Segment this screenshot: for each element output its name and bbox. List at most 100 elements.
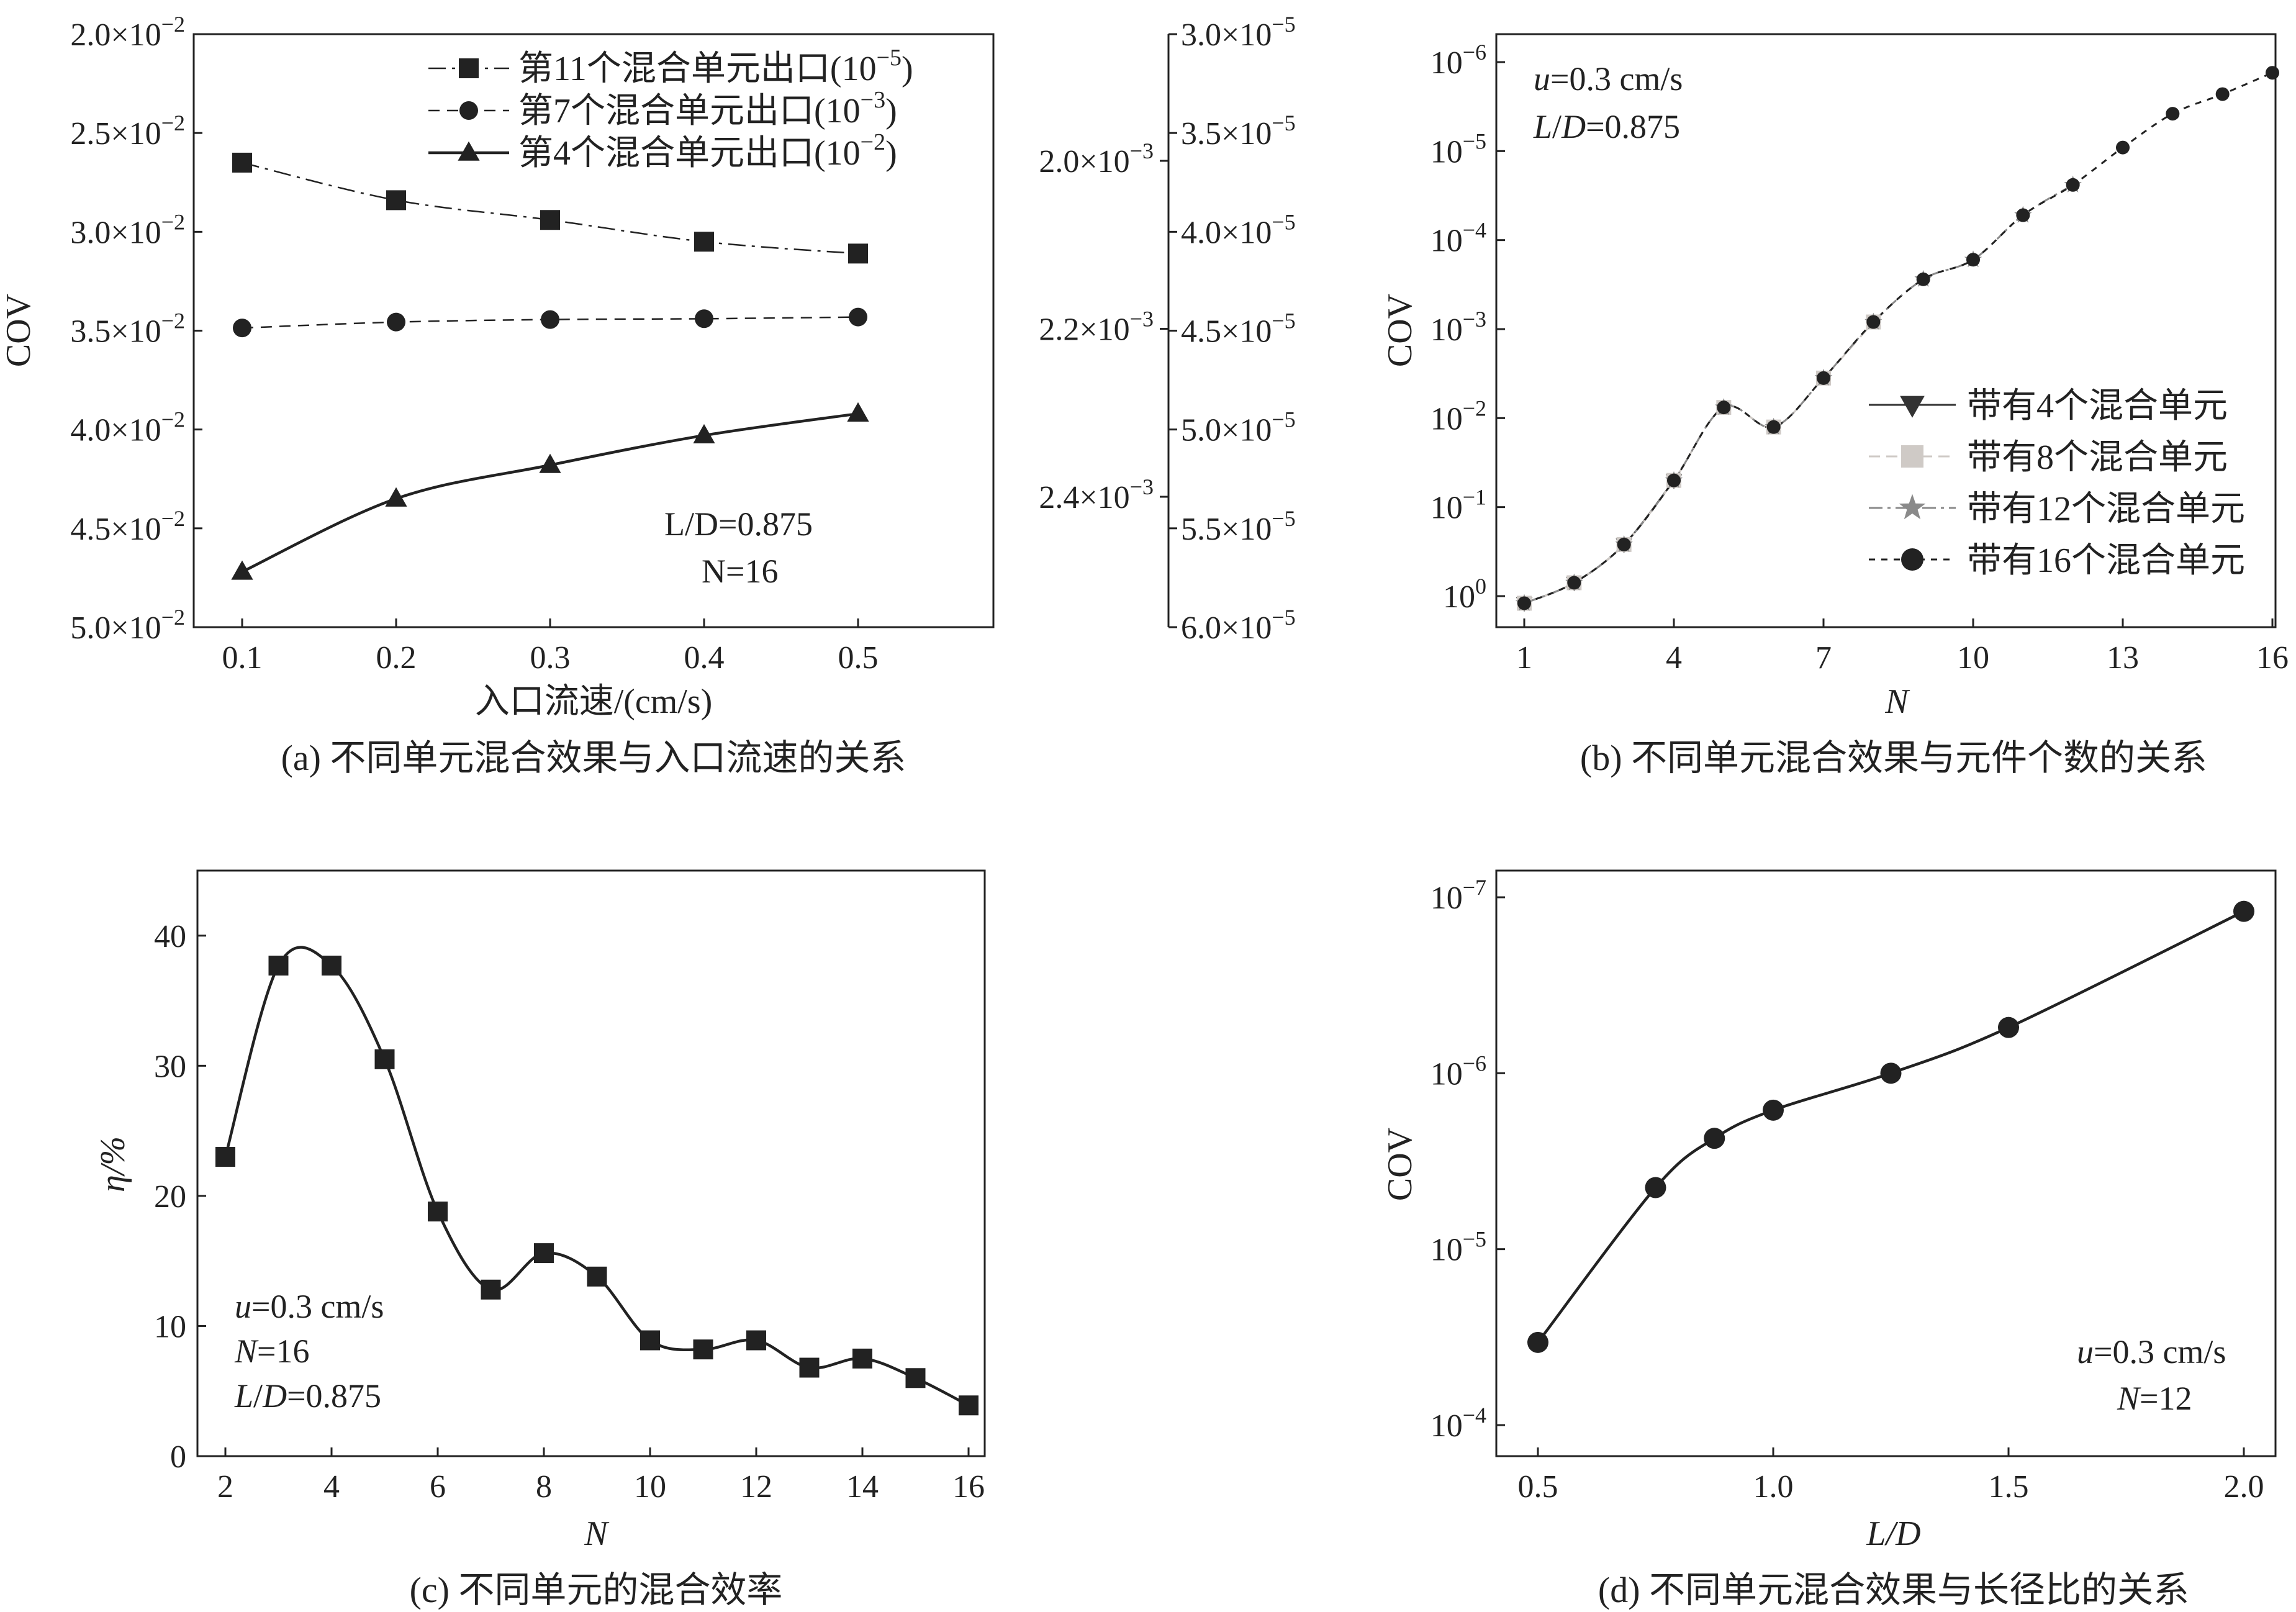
panel-c-y-tick-label: 10 bbox=[154, 1309, 186, 1344]
panel-a-data-point bbox=[541, 310, 559, 329]
panel-d: 0.5 1.0 1.5 2.010−710−610−510−4 u=0.3 cm/s … bbox=[1381, 869, 2277, 1610]
panel-b-data-point bbox=[1667, 473, 1681, 487]
panel-a-right-tick-label: 3.5×10−5 bbox=[1181, 111, 1296, 152]
panel-b-data-point bbox=[2066, 178, 2080, 192]
panel-b-y-tick-label: 10−6 bbox=[1430, 40, 1486, 81]
panel-d-data-point bbox=[1763, 1099, 1784, 1121]
panel-b-data-point bbox=[1717, 401, 1731, 415]
panel-a-x-tick-label: 0.4 bbox=[684, 640, 725, 676]
panel-b-legend-marker bbox=[1901, 548, 1923, 571]
panel-c-data-point bbox=[905, 1368, 926, 1388]
panel-b-data-point bbox=[1766, 420, 1781, 434]
panel-b-xlabel: N bbox=[1884, 682, 1910, 721]
panel-a-legend: 第11个混合单元出口(10−5)第7个混合单元出口(10−3)第4个混合单元出口… bbox=[428, 45, 913, 173]
panel-d-caption: (d) 不同单元混合效果与长径比的关系 bbox=[1598, 1570, 2189, 1610]
panel-a-data-point bbox=[694, 232, 714, 252]
panel-b-x-tick-label: 13 bbox=[2107, 640, 2139, 676]
panel-d-ylabel: COV bbox=[1381, 1128, 1419, 1201]
panel-a-left-tick-label: 4.0×10−2 bbox=[70, 407, 185, 448]
panel-c-data-point bbox=[799, 1357, 820, 1378]
panel-b-y-tick-label: 10−5 bbox=[1430, 129, 1486, 170]
panel-a-x-tick-label: 0.2 bbox=[376, 640, 417, 676]
panel-c-data-point bbox=[587, 1266, 607, 1287]
panel-a-x-tick-label: 0.5 bbox=[838, 640, 879, 676]
panel-c-data-point bbox=[959, 1395, 979, 1416]
panel-a-left-tick-label: 2.5×10−2 bbox=[70, 111, 185, 152]
panel-c-x-tick-label: 16 bbox=[952, 1469, 985, 1505]
panel-c-data-point bbox=[374, 1049, 395, 1069]
panel-a-data-point bbox=[849, 307, 867, 327]
panel-b-u-note: u=0.3 cm/s bbox=[1534, 60, 1683, 97]
panel-c-y-tick-label: 0 bbox=[170, 1439, 186, 1475]
panel-d-x-tick-label: 1.5 bbox=[1989, 1469, 2029, 1505]
panel-b-y-tick-label: 10−1 bbox=[1430, 485, 1486, 526]
panel-a-legend-marker bbox=[459, 58, 479, 78]
panel-a-legend-marker bbox=[458, 141, 480, 161]
panel-b-y-tick-label: 10−4 bbox=[1430, 218, 1486, 259]
panel-c-x-tick-label: 14 bbox=[846, 1469, 879, 1505]
panel-b-caption: (b) 不同单元混合效果与元件个数的关系 bbox=[1580, 738, 2207, 778]
panel-a-legend-label: 第11个混合单元出口(10−5) bbox=[518, 45, 913, 88]
panel-a-legend-marker bbox=[459, 101, 478, 120]
panel-c-x-tick-label: 10 bbox=[634, 1469, 666, 1505]
panel-a-series-line-3 bbox=[242, 412, 859, 573]
panel-a-series-line-1 bbox=[242, 161, 859, 255]
panel-c-data-point bbox=[693, 1339, 713, 1360]
panel-a-data-point bbox=[386, 190, 406, 211]
panel-c-caption: (c) 不同单元的混合效率 bbox=[410, 1570, 783, 1610]
panel-d-y-tick-label: 10−5 bbox=[1430, 1227, 1486, 1268]
panel-c-y-tick-label: 20 bbox=[154, 1179, 186, 1215]
panel-b-data-point bbox=[2016, 208, 2030, 222]
panel-b-legend-marker bbox=[1899, 494, 1926, 520]
panel-c-data-point bbox=[268, 955, 289, 976]
panel-d-data-point bbox=[1645, 1177, 1666, 1198]
panel-c: 2 4 6 8 10 12 14 16 0 10 20 30 40 u=0.3 cm/s N=16 L/… bbox=[94, 869, 986, 1610]
panel-a-data-point bbox=[847, 402, 869, 422]
panel-b-series-line-1 bbox=[1524, 479, 1675, 604]
panel-a-right-tick-label: 4.5×10−5 bbox=[1181, 309, 1296, 350]
panel-d-data-point bbox=[1704, 1128, 1725, 1149]
panel-a-mid-tick-label: 2.0×10−3 bbox=[1039, 138, 1154, 179]
panel-d-u-note: u=0.3 cm/s bbox=[2077, 1333, 2226, 1370]
panel-b-ylabel: COV bbox=[1381, 294, 1419, 367]
panel-c-n-note: N=16 bbox=[234, 1333, 310, 1370]
panel-a-right-tick-label: 5.5×10−5 bbox=[1181, 506, 1296, 547]
panel-a-data-point bbox=[385, 487, 407, 507]
panel-b-plot-frame bbox=[1495, 33, 2277, 628]
panel-b-data-point bbox=[1567, 576, 1581, 590]
panel-b-data-point bbox=[2266, 66, 2279, 80]
panel-b-legend-marker bbox=[1900, 396, 1925, 418]
panel-a-x-tick-label: 0.1 bbox=[222, 640, 263, 676]
panel-c-y-tick-label: 30 bbox=[154, 1049, 186, 1084]
panel-c-x-tick-label: 8 bbox=[536, 1469, 552, 1505]
panel-a-data-point bbox=[695, 309, 713, 328]
panel-c-data-point bbox=[852, 1348, 872, 1369]
panel-b-x-tick-label: 1 bbox=[1516, 640, 1532, 676]
panel-b-data-point bbox=[1617, 537, 1631, 551]
panel-b-legend-label: 带有12个混合单元 bbox=[1967, 490, 2245, 528]
panel-c-x-tick-label: 6 bbox=[430, 1469, 446, 1505]
panel-b-ld-note: L/D=0.875 bbox=[1533, 108, 1680, 145]
panel-a-mid-tick-label: 2.2×10−3 bbox=[1039, 307, 1154, 348]
panel-d-x-tick-label: 1.0 bbox=[1753, 1469, 1794, 1505]
panel-c-x-tick-label: 2 bbox=[217, 1469, 233, 1505]
panel-b-legend-marker bbox=[1901, 445, 1923, 468]
panel-b-series-line-2 bbox=[1524, 321, 1874, 604]
panel-a-caption: (a) 不同单元混合效果与入口流速的关系 bbox=[281, 738, 906, 778]
panel-d-y-tick-label: 10−6 bbox=[1430, 1051, 1486, 1092]
panel-a-right-tick-label: 3.0×10−5 bbox=[1181, 12, 1296, 53]
panel-d-cov-line bbox=[1537, 910, 2244, 1344]
panel-a: 0.1 0.2 0.3 0.4 0.5 2.0×10−2 2.5×10−2 3.0×10−2 3… bbox=[0, 12, 1296, 778]
panel-b-y-tick-label: 10−3 bbox=[1430, 307, 1486, 348]
panel-a-xlabel: 入口流速/(cm/s) bbox=[475, 682, 713, 721]
panel-b-legend-label: 带有4个混合单元 bbox=[1967, 387, 2228, 425]
panel-d-data-point bbox=[2233, 900, 2254, 922]
panel-a-ylabel: COV bbox=[0, 294, 38, 367]
panel-d-data-point bbox=[1527, 1331, 1548, 1353]
panel-c-plot-frame bbox=[196, 869, 986, 1457]
panel-a-left-tick-label: 3.0×10−2 bbox=[70, 209, 185, 250]
panel-b-x-tick-label: 16 bbox=[2256, 640, 2289, 676]
panel-a-data-point bbox=[539, 453, 561, 473]
panel-d-y-tick-label: 10−4 bbox=[1430, 1403, 1486, 1444]
